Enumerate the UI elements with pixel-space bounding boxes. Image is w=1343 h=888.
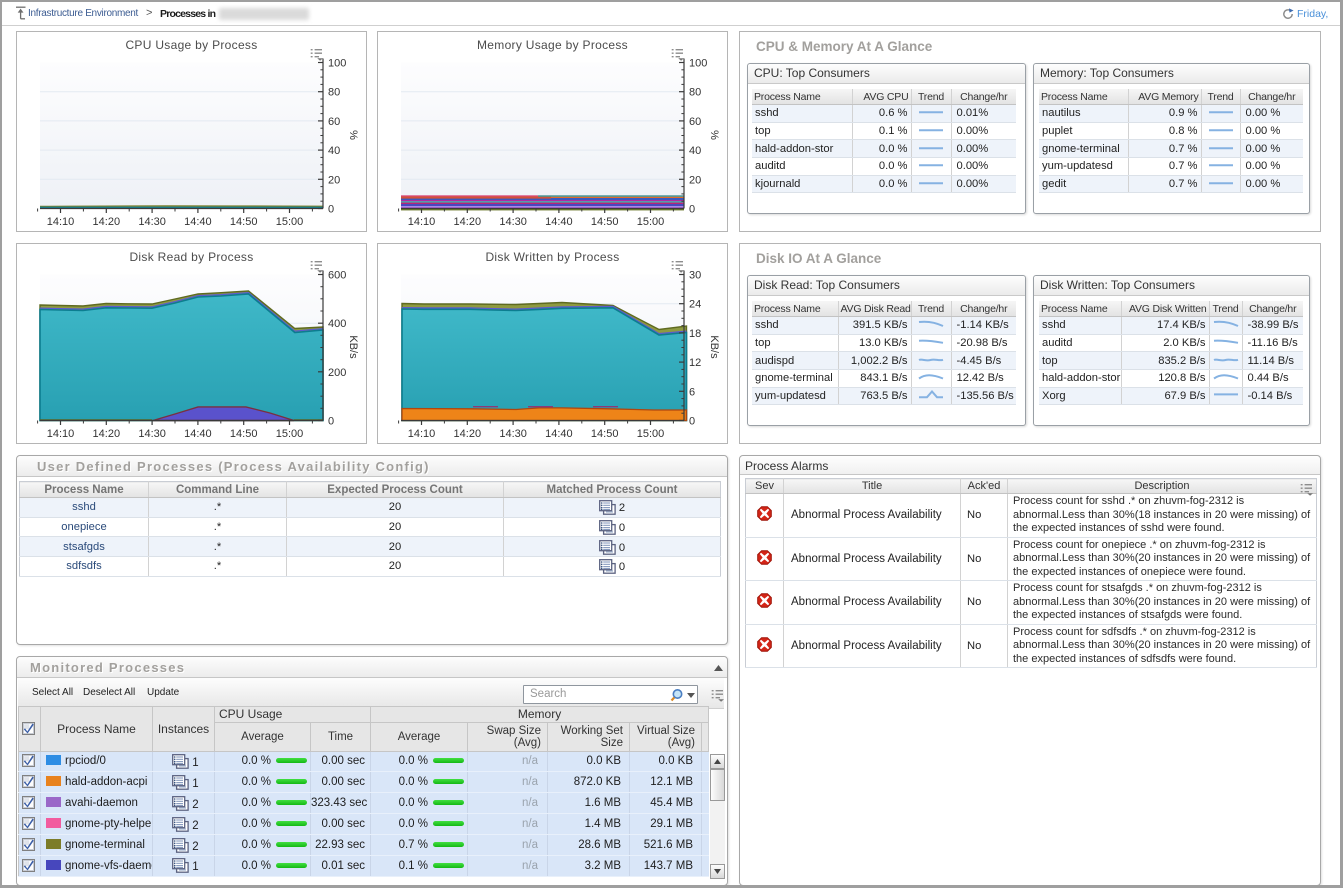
svg-text:200: 200: [328, 367, 346, 379]
svg-text:%: %: [708, 130, 720, 140]
svg-text:0: 0: [328, 416, 334, 428]
svg-text:%: %: [347, 130, 359, 140]
svg-text:14:10: 14:10: [47, 428, 75, 440]
svg-text:100: 100: [689, 58, 707, 70]
svg-text:600: 600: [328, 270, 346, 282]
svg-text:14:40: 14:40: [545, 216, 573, 228]
svg-text:18: 18: [689, 328, 701, 340]
svg-text:24: 24: [689, 299, 701, 311]
svg-text:14:20: 14:20: [93, 428, 121, 440]
svg-text:KB/s: KB/s: [347, 335, 359, 359]
svg-text:6: 6: [689, 386, 695, 398]
svg-text:80: 80: [689, 87, 701, 99]
svg-text:14:50: 14:50: [230, 428, 258, 440]
svg-text:14:10: 14:10: [408, 216, 436, 228]
svg-text:14:50: 14:50: [591, 216, 619, 228]
svg-text:30: 30: [689, 270, 701, 282]
svg-text:100: 100: [328, 58, 346, 70]
svg-text:14:40: 14:40: [545, 428, 573, 440]
svg-text:0: 0: [328, 204, 334, 216]
svg-text:14:50: 14:50: [230, 216, 258, 228]
svg-text:60: 60: [689, 116, 701, 128]
svg-text:14:50: 14:50: [591, 428, 619, 440]
svg-text:15:00: 15:00: [276, 428, 304, 440]
svg-text:12: 12: [689, 357, 701, 369]
svg-text:14:20: 14:20: [93, 216, 121, 228]
svg-text:14:30: 14:30: [138, 428, 166, 440]
svg-text:400: 400: [328, 318, 346, 330]
svg-text:14:40: 14:40: [184, 428, 212, 440]
svg-text:20: 20: [328, 174, 340, 186]
svg-text:0: 0: [689, 204, 695, 216]
svg-text:14:30: 14:30: [499, 428, 527, 440]
svg-text:14:10: 14:10: [408, 428, 436, 440]
svg-text:15:00: 15:00: [637, 216, 665, 228]
svg-text:40: 40: [689, 145, 701, 157]
svg-text:14:20: 14:20: [454, 428, 482, 440]
svg-text:14:40: 14:40: [184, 216, 212, 228]
svg-text:15:00: 15:00: [637, 428, 665, 440]
svg-text:60: 60: [328, 116, 340, 128]
svg-text:15:00: 15:00: [276, 216, 304, 228]
svg-text:20: 20: [689, 174, 701, 186]
svg-text:14:30: 14:30: [499, 216, 527, 228]
svg-text:KB/s: KB/s: [708, 335, 720, 359]
svg-text:40: 40: [328, 145, 340, 157]
svg-text:0: 0: [689, 416, 695, 428]
svg-text:14:20: 14:20: [454, 216, 482, 228]
svg-text:14:10: 14:10: [47, 216, 75, 228]
svg-text:80: 80: [328, 87, 340, 99]
svg-text:14:30: 14:30: [138, 216, 166, 228]
